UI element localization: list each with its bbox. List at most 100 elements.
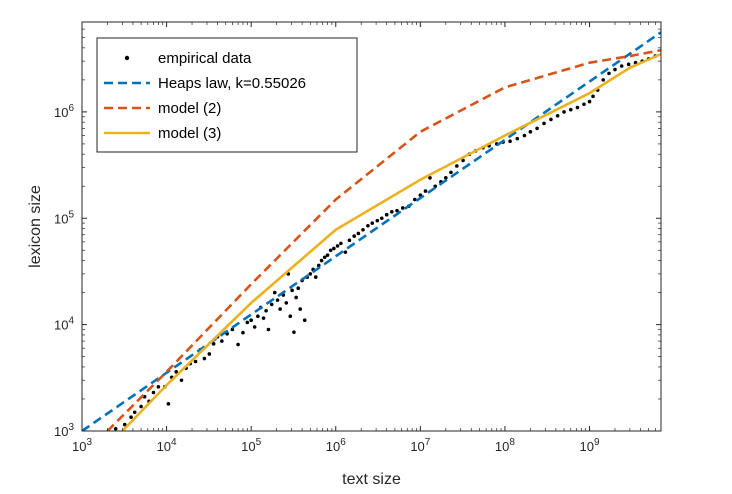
- empirical-point-22: [220, 339, 224, 343]
- empirical-point-59: [332, 246, 336, 251]
- empirical-point-18: [202, 356, 207, 361]
- legend-label-empirical: empirical data: [158, 50, 252, 67]
- empirical-point-74: [400, 206, 405, 210]
- empirical-point-30: [256, 314, 260, 319]
- empirical-point-37: [275, 298, 280, 302]
- empirical-point-35: [269, 302, 274, 307]
- empirical-point-67: [366, 223, 370, 228]
- empirical-point-84: [455, 164, 459, 168]
- series-empirical-data: [113, 54, 658, 431]
- empirical-point-95: [528, 129, 533, 134]
- empirical-point-97: [542, 121, 546, 126]
- empirical-point-63: [347, 238, 352, 243]
- empirical-point-111: [626, 62, 631, 67]
- x-tick-label-2: 105: [241, 437, 261, 454]
- empirical-point-93: [515, 136, 520, 141]
- empirical-point-96: [535, 126, 539, 131]
- empirical-point-7: [151, 390, 156, 395]
- legend-label-model2: model (2): [158, 100, 221, 117]
- x-axis-title: text size: [342, 471, 401, 488]
- empirical-point-45: [294, 295, 298, 300]
- series-line-3: [121, 52, 661, 431]
- empirical-point-103: [582, 102, 586, 107]
- y-tick-label-0: 103: [54, 422, 74, 439]
- series-line-2: [106, 48, 661, 431]
- empirical-point-62: [343, 250, 348, 254]
- series-layer: [82, 31, 661, 431]
- empirical-point-69: [375, 218, 380, 223]
- y-tick-label-2: 105: [54, 209, 74, 226]
- empirical-point-26: [241, 330, 245, 335]
- y-tick-label-1: 104: [54, 316, 74, 333]
- empirical-point-68: [370, 221, 375, 225]
- empirical-point-10: [166, 402, 171, 406]
- empirical-point-71: [384, 212, 389, 217]
- series-line-1: [82, 31, 661, 431]
- empirical-point-82: [444, 176, 448, 180]
- empirical-point-85: [461, 158, 465, 163]
- empirical-point-58: [328, 248, 333, 253]
- empirical-point-104: [587, 99, 592, 104]
- empirical-point-55: [319, 258, 324, 263]
- empirical-point-38: [278, 307, 282, 311]
- x-tick-label-3: 106: [326, 437, 346, 454]
- empirical-point-94: [522, 133, 527, 138]
- empirical-point-98: [549, 117, 553, 122]
- empirical-point-19: [207, 352, 212, 356]
- empirical-point-24: [230, 327, 235, 332]
- empirical-point-83: [449, 170, 453, 175]
- empirical-point-105: [591, 94, 595, 99]
- empirical-point-42: [288, 314, 293, 319]
- empirical-point-109: [613, 67, 617, 72]
- empirical-point-61: [339, 241, 343, 246]
- x-tick-label-4: 107: [410, 437, 430, 454]
- legend-entry-heaps: Heaps law, k=0.55026: [104, 75, 306, 92]
- empirical-point-101: [568, 107, 573, 112]
- x-tick-label-1: 104: [157, 437, 177, 454]
- empirical-point-60: [335, 244, 340, 248]
- tick-labels: 103 104 105 106 107 108 109 103 104 105 106: [54, 103, 600, 454]
- empirical-point-53: [313, 275, 318, 279]
- empirical-point-108: [607, 71, 611, 76]
- empirical-point-99: [555, 113, 560, 118]
- x-tick-label-0: 103: [72, 437, 92, 454]
- empirical-point-92: [508, 139, 512, 144]
- empirical-point-79: [428, 176, 432, 180]
- x-tick-label-6: 109: [580, 437, 600, 454]
- empirical-point-20: [211, 342, 216, 346]
- empirical-point-110: [619, 64, 624, 68]
- empirical-point-4: [139, 404, 143, 409]
- empirical-point-16: [193, 359, 198, 364]
- legend-entry-empirical: empirical data: [124, 50, 252, 67]
- legend-symbol-empirical: [124, 55, 130, 61]
- empirical-point-0: [113, 426, 118, 431]
- empirical-point-100: [562, 110, 566, 114]
- empirical-point-3: [132, 410, 137, 415]
- empirical-point-36: [272, 290, 277, 295]
- empirical-point-28: [249, 318, 253, 323]
- legend-entry-model3: model (3): [104, 125, 221, 142]
- empirical-point-46: [296, 286, 301, 291]
- legend: empirical data Heaps law, k=0.55026 mode…: [96, 37, 358, 153]
- empirical-point-47: [298, 307, 303, 311]
- y-tick-label-3: 106: [54, 103, 74, 120]
- empirical-point-27: [245, 320, 250, 325]
- empirical-point-107: [601, 78, 605, 82]
- legend-label-heaps: Heaps law, k=0.55026: [158, 75, 306, 92]
- empirical-point-8: [156, 385, 161, 389]
- empirical-point-33: [264, 308, 268, 313]
- empirical-point-76: [413, 197, 417, 202]
- legend-entry-model2: model (2): [104, 100, 221, 117]
- empirical-point-34: [266, 327, 271, 332]
- empirical-point-64: [352, 234, 356, 238]
- empirical-point-43: [290, 288, 294, 293]
- x-tick-label-5: 108: [495, 437, 515, 454]
- empirical-point-51: [308, 272, 313, 276]
- empirical-point-66: [361, 227, 365, 232]
- empirical-point-40: [284, 301, 289, 305]
- y-axis-title: lexicon size: [27, 185, 44, 268]
- empirical-point-12: [174, 370, 179, 374]
- empirical-point-65: [356, 231, 361, 236]
- tick-marks: [81, 22, 661, 432]
